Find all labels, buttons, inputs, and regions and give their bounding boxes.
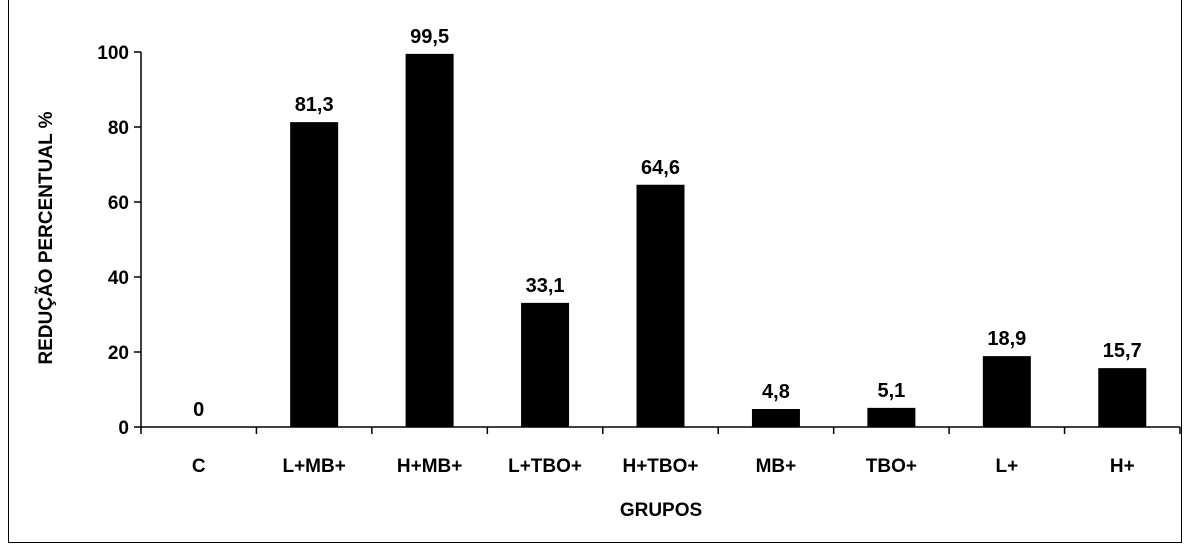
x-axis-ticks: C L+MB+ H+MB+ L+TBO+ H+TBO+ MB+ TBO+ L+ H+ [140,427,1181,477]
bar-value-label: 0 [193,399,204,421]
y-tick-label: 100 [97,43,129,64]
bar-value-label: 99,5 [410,26,449,48]
bar-value-label: 15,7 [1103,340,1142,362]
bar-value-label: 4,8 [762,381,790,403]
x-category-label: C [192,456,206,477]
y-axis-ticks: 0 20 40 60 80 100 [97,43,141,439]
bar-value-label: 81,3 [295,94,334,116]
bar [290,122,339,427]
y-tick-label: 60 [108,193,129,214]
y-tick-label: 20 [108,343,129,364]
x-category-label: L+MB+ [282,456,345,477]
bar [867,407,916,427]
bar [405,53,454,427]
y-tick-label: 0 [118,418,129,439]
bar [751,409,800,427]
chart-frame [8,0,1182,543]
bar [636,184,685,427]
x-category-label: TBO+ [866,456,917,477]
y-tick-label: 40 [108,268,129,289]
x-category-label: MB+ [756,456,797,477]
bar [1098,368,1147,427]
x-axis-title: GRUPOS [620,500,702,521]
y-tick-label: 80 [108,118,129,139]
bar-value-label: 33,1 [526,275,565,297]
bars-group [290,53,1147,427]
bar [982,356,1031,427]
x-category-label: H+ [1110,456,1135,477]
x-category-label: L+TBO+ [508,456,582,477]
bar-value-label: 5,1 [877,380,905,402]
x-category-label: H+MB+ [397,456,462,477]
value-labels-group: 0 81,3 99,5 33,1 64,6 4,8 5,1 18,9 15,7 [193,26,1142,421]
y-axis-title: REDUÇÃO PERCENTUAL % [35,111,57,364]
x-category-label: H+TBO+ [622,456,698,477]
x-category-label: L+ [995,456,1018,477]
bar-value-label: 18,9 [987,328,1026,350]
bar [521,302,570,427]
bar-value-label: 64,6 [641,157,680,179]
